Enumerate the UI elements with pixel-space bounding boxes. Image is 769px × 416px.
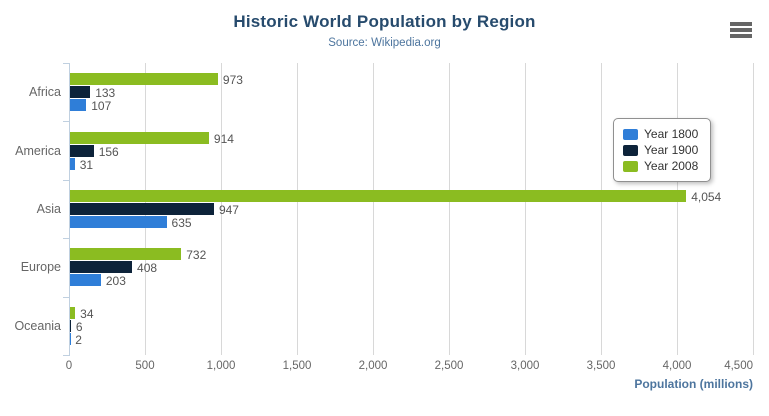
bar-value-label: 31: [79, 158, 94, 172]
bar-value-label: 133: [95, 86, 116, 100]
legend-label: Year 1900: [644, 143, 699, 157]
bar-year-2008[interactable]: [70, 73, 218, 85]
category-label: Europe: [20, 260, 61, 274]
x-tick-label: 0: [65, 360, 73, 372]
gridline: [525, 63, 526, 355]
bar-year-1800[interactable]: [70, 158, 75, 170]
bar-year-2008[interactable]: [70, 132, 209, 144]
category-label: Oceania: [14, 319, 61, 333]
hamburger-bar: [730, 28, 752, 32]
chart-subtitle: Source: Wikipedia.org: [328, 37, 441, 49]
gridline: [373, 63, 374, 355]
legend: Year 1800 Year 1900 Year 2008: [613, 118, 712, 182]
bar-year-1900[interactable]: [70, 203, 214, 215]
bar-value-label: 2: [75, 333, 82, 347]
x-tick-label: 3,000: [510, 360, 540, 372]
hamburger-bar: [730, 34, 752, 38]
gridline: [221, 63, 222, 355]
bar-year-1800[interactable]: [70, 274, 101, 286]
bar-value-label: 203: [105, 274, 126, 288]
bar-value-label: 4,054: [691, 190, 722, 204]
bar-value-label: 914: [213, 132, 234, 146]
y-axis-tick: [63, 180, 69, 181]
x-tick-label: 2,500: [434, 360, 464, 372]
x-tick-label: 2,000: [358, 360, 388, 372]
bar-year-1900[interactable]: [70, 320, 71, 332]
bar-year-2008[interactable]: [70, 190, 687, 202]
bar-value-label: 732: [186, 248, 207, 262]
y-axis-tick: [63, 238, 69, 239]
bar-year-1800[interactable]: [70, 99, 87, 111]
legend-item-year-1800[interactable]: Year 1800: [623, 126, 698, 142]
y-axis-tick: [63, 297, 69, 298]
category-label: America: [15, 144, 61, 158]
legend-swatch: [623, 160, 638, 172]
category-label: Africa: [29, 85, 61, 99]
legend-label: Year 2008: [644, 159, 699, 173]
bar-value-label: 107: [91, 99, 112, 113]
x-tick-label: 3,500: [586, 360, 616, 372]
bar-value-label: 947: [218, 203, 239, 217]
legend-item-year-1900[interactable]: Year 1900: [623, 142, 698, 158]
bar-year-1800[interactable]: [70, 216, 167, 228]
bar-year-1900[interactable]: [70, 86, 91, 98]
bar-value-label: 973: [222, 73, 243, 87]
x-tick-label: 4,500: [724, 360, 753, 372]
bar-value-label: 635: [171, 216, 192, 230]
x-tick-label: 500: [135, 360, 155, 372]
bar-value-label: 6: [75, 320, 83, 334]
bar-year-2008[interactable]: [70, 248, 182, 260]
bar-year-1900[interactable]: [70, 261, 133, 273]
chart-title: Historic World Population by Region: [233, 12, 536, 31]
bar-value-label: 34: [80, 307, 94, 321]
bar-value-label: 408: [137, 261, 158, 275]
y-axis-line: [69, 63, 70, 356]
x-tick-label: 4,000: [662, 360, 692, 372]
gridline: [601, 63, 602, 355]
gridline: [677, 63, 678, 355]
legend-swatch: [623, 144, 638, 156]
legend-item-year-2008[interactable]: Year 2008: [623, 158, 698, 174]
x-axis-title: Population (millions): [634, 377, 753, 391]
gridline: [449, 63, 450, 355]
export-menu-icon[interactable]: [730, 22, 752, 40]
x-tick-label: 1,000: [206, 360, 236, 372]
gridline: [297, 63, 298, 355]
y-axis-tick: [63, 121, 69, 122]
bar-year-1900[interactable]: [70, 145, 94, 157]
legend-label: Year 1800: [644, 127, 699, 141]
category-label: Asia: [36, 202, 61, 216]
y-axis-tick: [63, 63, 69, 64]
legend-swatch: [623, 128, 638, 140]
bar-value-label: 156: [98, 145, 119, 159]
bar-year-2008[interactable]: [70, 307, 76, 319]
gridline: [753, 63, 754, 355]
hamburger-bar: [730, 22, 752, 26]
y-axis-tick: [63, 355, 69, 356]
x-tick-label: 1,500: [282, 360, 312, 372]
